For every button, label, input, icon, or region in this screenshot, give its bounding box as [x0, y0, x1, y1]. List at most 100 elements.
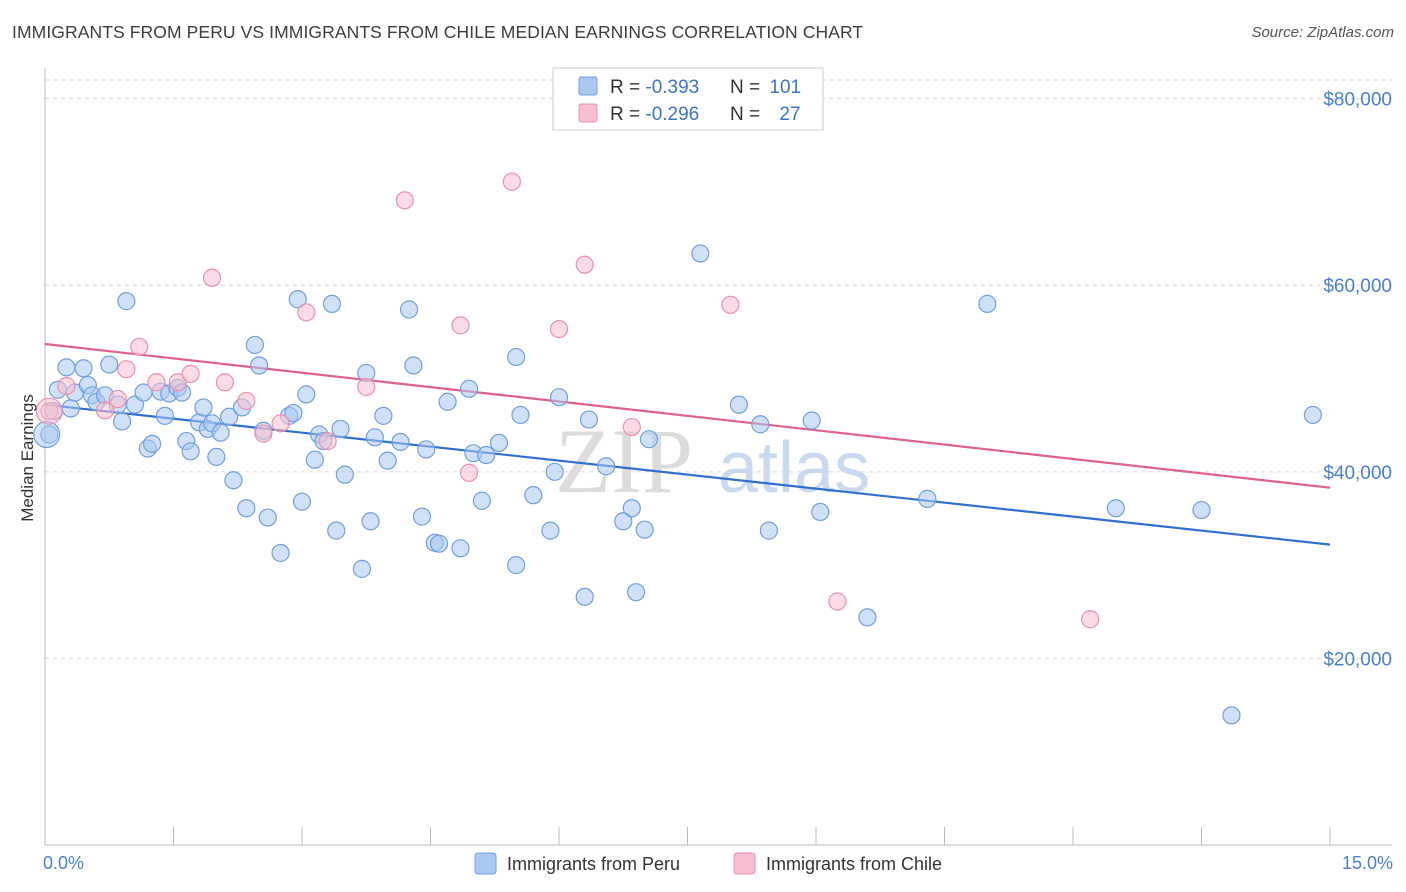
data-point-peru [57, 358, 76, 377]
data-point-peru [292, 492, 312, 511]
data-point-peru [489, 433, 509, 453]
data-point-chile [271, 414, 290, 433]
data-point-peru [549, 388, 569, 407]
data-point-peru [112, 412, 132, 431]
data-point-peru [181, 442, 200, 461]
data-point-peru [639, 430, 659, 449]
chart-title: IMMIGRANTS FROM PERU VS IMMIGRANTS FROM … [12, 22, 864, 42]
data-point-chile [57, 376, 76, 396]
data-point-peru [507, 556, 526, 575]
data-point-peru [297, 385, 316, 404]
data-point-peru [1303, 405, 1322, 425]
data-point-peru [284, 403, 303, 423]
data-point-peru [622, 499, 641, 518]
data-point-chile [181, 364, 200, 383]
data-point-peru [978, 294, 997, 314]
legend-label-chile: Immigrants from Chile [766, 854, 942, 874]
data-point-peru [142, 434, 162, 453]
data-point-chile [451, 316, 470, 335]
data-point-peru [545, 462, 564, 481]
x-tick-label: 0.0% [43, 853, 84, 873]
data-point-peru [100, 355, 119, 374]
legend-r-label: R = -0.296 [610, 104, 699, 125]
data-point-peru [404, 356, 423, 375]
data-point-peru [74, 359, 93, 378]
data-point-peru [575, 587, 594, 606]
data-point-peru [224, 471, 243, 490]
data-point-peru [579, 410, 599, 429]
source-credit: Source: ZipAtlas.com [1251, 24, 1394, 41]
data-point-peru [335, 465, 354, 484]
data-point-peru [245, 335, 264, 355]
watermark: ZIP atlas [555, 410, 870, 512]
data-point-peru [220, 407, 239, 426]
data-point-chile [1081, 610, 1100, 629]
data-point-peru [691, 244, 710, 263]
data-point-peru [507, 347, 526, 367]
y-tick-label: $60,000 [1323, 276, 1392, 297]
axes [44, 68, 1392, 846]
data-point-chile [117, 360, 136, 379]
tick-labels: $20,000 $40,000 $60,000 $80,000 0.0% 15.0% [43, 90, 1393, 873]
data-point-peru [626, 583, 646, 602]
data-point-peru [117, 292, 136, 311]
data-point-peru [155, 406, 175, 425]
data-point-peru [374, 406, 393, 425]
data-point-chile [549, 319, 569, 339]
legend-swatch-chile [578, 103, 598, 123]
data-point-peru [729, 395, 749, 414]
data-point-chile [254, 424, 273, 443]
data-point-chile [459, 463, 479, 482]
data-point-chile [130, 337, 149, 356]
data-points [33, 172, 1322, 725]
legend-label-peru: Immigrants from Peru [507, 854, 680, 874]
data-point-chile [502, 172, 521, 191]
data-point-peru [365, 428, 384, 447]
data-point-peru [1222, 706, 1241, 725]
data-point-peru [412, 507, 432, 526]
y-axis-title: Median Earnings [18, 394, 37, 522]
data-point-peru [33, 420, 61, 449]
data-point-chile [828, 592, 847, 611]
data-point-peru [399, 300, 419, 319]
data-point-peru [237, 499, 256, 518]
data-point-peru [858, 608, 877, 627]
legend-swatch-peru [578, 76, 598, 96]
data-point-peru [438, 392, 457, 411]
data-point-chile [357, 377, 376, 397]
data-point-chile [318, 431, 337, 451]
data-point-peru [477, 445, 496, 465]
data-point-peru [271, 543, 290, 563]
data-point-peru [1106, 499, 1125, 518]
data-point-peru [258, 508, 277, 527]
data-point-peru [61, 399, 80, 418]
data-point-peru [322, 294, 342, 314]
y-tick-label: $40,000 [1323, 463, 1392, 484]
data-point-peru [327, 521, 346, 540]
data-point-peru [811, 502, 830, 522]
data-point-chile [95, 401, 115, 420]
data-point-chile [297, 303, 316, 322]
data-point-peru [802, 411, 821, 430]
data-point-chile [575, 255, 594, 274]
data-point-peru [378, 451, 397, 470]
data-point-peru [207, 447, 226, 467]
legend-swatch-peru [474, 852, 497, 875]
data-point-peru [211, 423, 230, 442]
correlation-legend: R = -0.393 N = 101 R = -0.296 N = 27 [552, 67, 824, 131]
legend-r-label: R = -0.393 [610, 77, 699, 98]
data-point-peru [250, 356, 269, 375]
data-point-peru [918, 489, 937, 508]
data-point-peru [751, 415, 770, 434]
gridlines [45, 79, 1392, 659]
data-point-peru [759, 521, 778, 540]
data-point-peru [597, 457, 616, 476]
watermark-atlas: atlas [718, 428, 870, 508]
data-point-peru [331, 419, 350, 439]
data-point-chile [395, 191, 414, 210]
y-tick-label: $20,000 [1323, 649, 1392, 670]
data-point-chile [202, 268, 222, 287]
data-point-peru [288, 290, 307, 309]
data-point-peru [361, 512, 380, 531]
legend-n-label: N = 101 [730, 77, 801, 98]
